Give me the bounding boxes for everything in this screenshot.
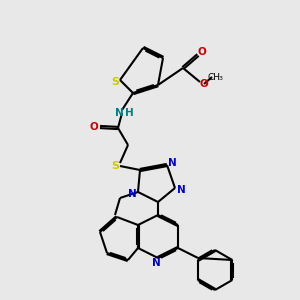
Text: H: H: [124, 108, 134, 118]
Text: N: N: [168, 158, 176, 168]
Text: N: N: [115, 108, 123, 118]
Text: N: N: [152, 258, 160, 268]
Text: N: N: [177, 185, 185, 195]
Text: S: S: [111, 161, 119, 171]
Text: O: O: [198, 47, 206, 57]
Text: S: S: [111, 77, 119, 87]
Text: O: O: [200, 79, 208, 89]
Text: 3: 3: [219, 76, 223, 82]
Text: CH: CH: [208, 73, 220, 82]
Text: O: O: [90, 122, 98, 132]
Text: N: N: [128, 189, 136, 199]
